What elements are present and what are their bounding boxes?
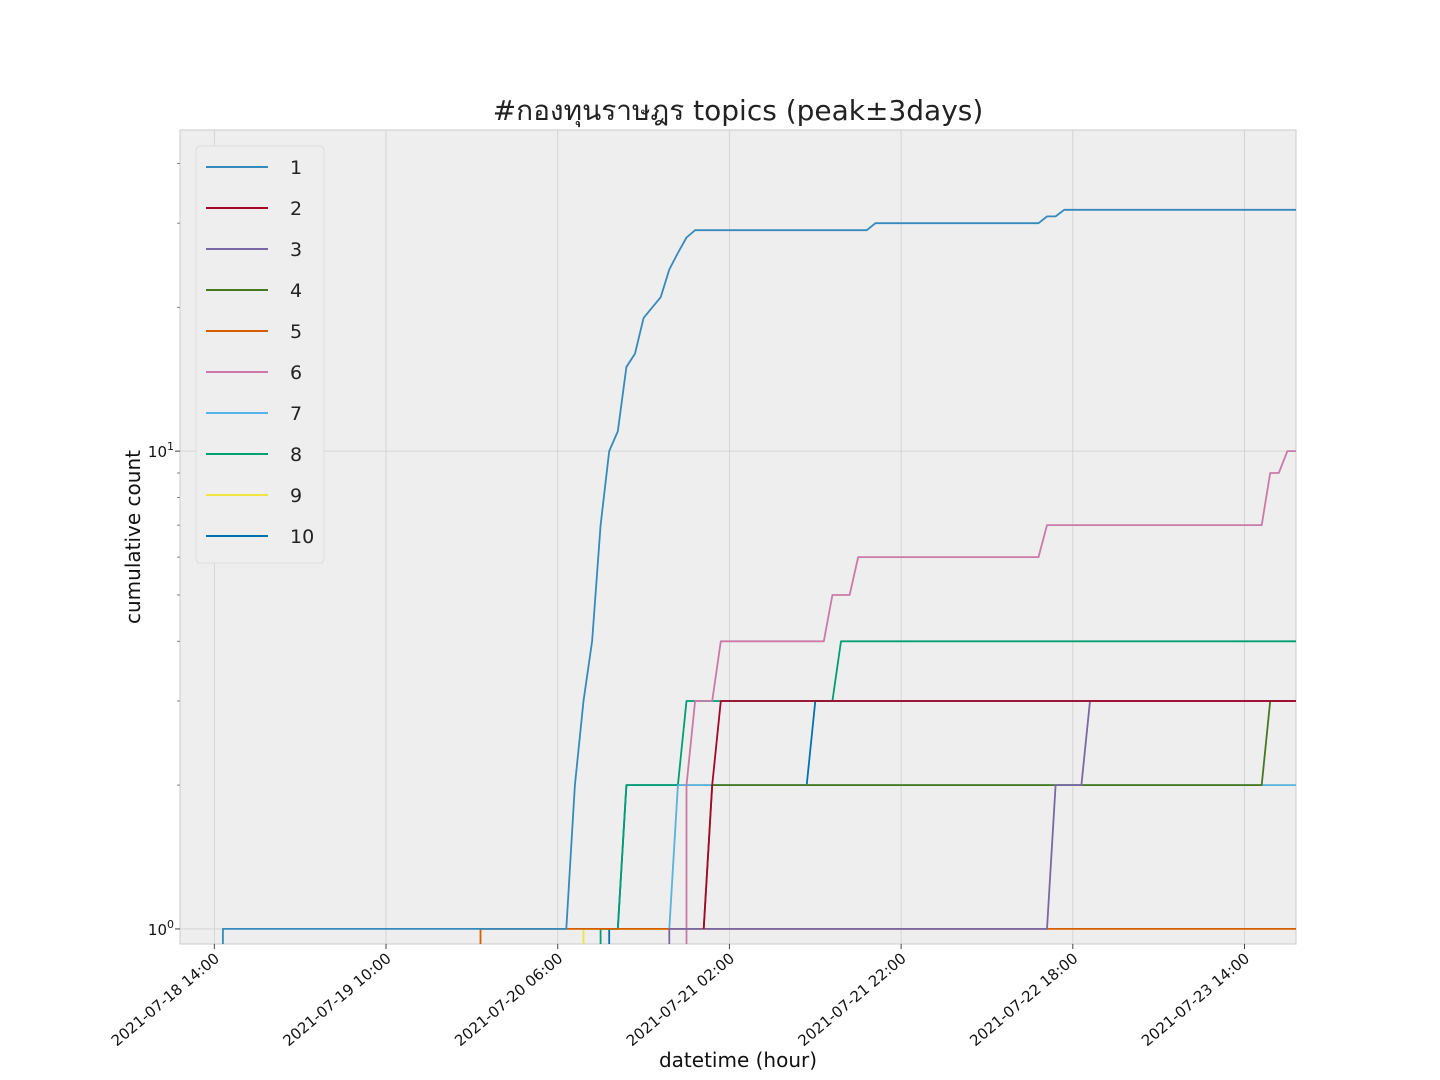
legend: 1 2 3 4 5 6 7 8 9 10 bbox=[206, 157, 314, 548]
x-tick-label: 2021-07-21 22:00 bbox=[795, 949, 910, 1050]
y-tick-exponent: 1 bbox=[167, 440, 174, 453]
legend-label: 5 bbox=[290, 321, 302, 343]
x-axis-label: datetime (hour) bbox=[659, 1048, 817, 1072]
y-tick-base: 10 bbox=[148, 921, 167, 939]
y-tick-label: 100 bbox=[148, 918, 174, 939]
series-line-1 bbox=[222, 208, 1296, 944]
x-tick-label: 2021-07-22 18:00 bbox=[966, 949, 1081, 1050]
x-axis: 2021-07-18 14:00 2021-07-19 10:00 2021-07-… bbox=[108, 944, 1253, 1050]
x-tick-label: 2021-07-23 14:00 bbox=[1138, 949, 1253, 1050]
series-lines bbox=[222, 208, 1296, 944]
legend-label: 9 bbox=[290, 485, 302, 507]
legend-box bbox=[195, 145, 325, 564]
plot-area bbox=[179, 129, 1297, 945]
series-line-2 bbox=[702, 700, 1296, 929]
legend-label: 1 bbox=[290, 157, 302, 179]
legend-label: 6 bbox=[290, 362, 302, 384]
y-tick-exponent: 0 bbox=[167, 918, 174, 931]
legend-label: 10 bbox=[290, 526, 314, 548]
legend-label: 8 bbox=[290, 444, 302, 466]
legend-label: 4 bbox=[290, 280, 302, 302]
legend-label: 3 bbox=[290, 239, 302, 261]
x-tick-label: 2021-07-21 02:00 bbox=[623, 949, 738, 1050]
y-tick-label: 101 bbox=[148, 440, 174, 461]
series-line-6 bbox=[685, 450, 1296, 944]
x-tick-label: 2021-07-19 10:00 bbox=[279, 949, 394, 1050]
y-axis-label: cumulative count bbox=[121, 450, 145, 624]
x-tick-label: 2021-07-20 06:00 bbox=[451, 949, 566, 1050]
legend-label: 2 bbox=[290, 198, 302, 220]
x-tick-label: 2021-07-18 14:00 bbox=[108, 949, 223, 1050]
grid bbox=[180, 130, 1296, 944]
chart-title: #กองทุนราษฎร topics (peak±3days) bbox=[493, 94, 984, 128]
legend-label: 7 bbox=[290, 403, 302, 425]
y-tick-base: 10 bbox=[148, 443, 167, 461]
